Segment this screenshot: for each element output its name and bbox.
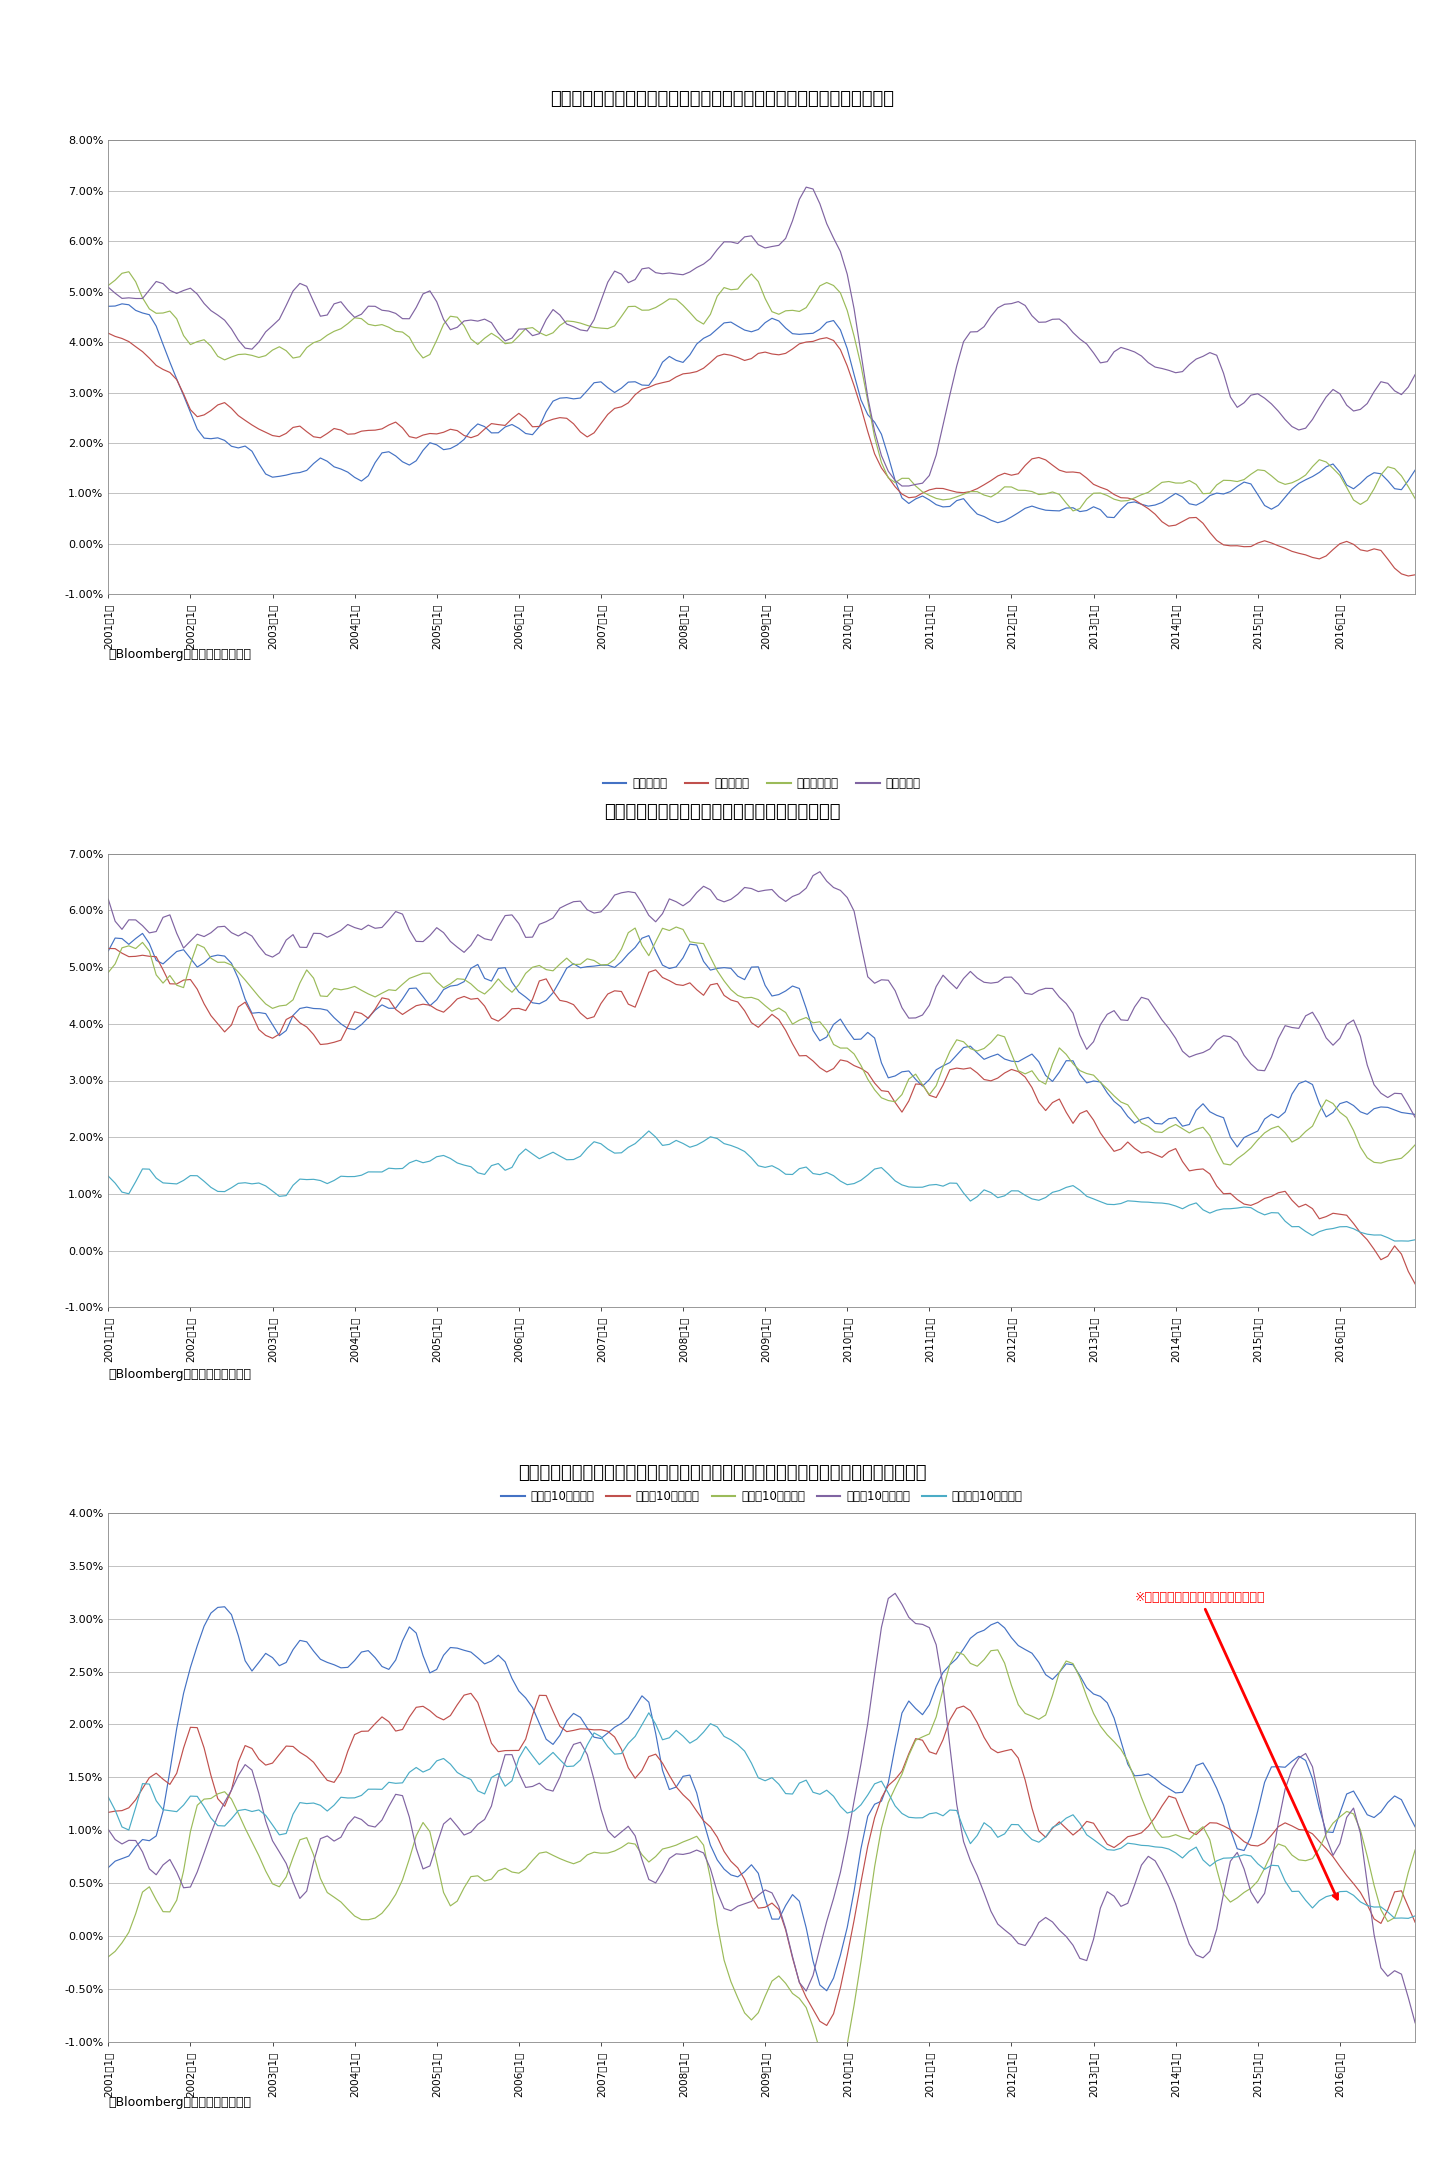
Text: 図表２：為替予約（１年）を用いたときのヘッジコスト（年間）の推移: 図表２：為替予約（１年）を用いたときのヘッジコスト（年間）の推移 [550, 91, 894, 108]
Text: （Bloombergより著者にて作成）: （Bloombergより著者にて作成） [108, 648, 251, 661]
Text: 図表３：主要国における１０年国債利回りの推移: 図表３：主要国における１０年国債利回りの推移 [604, 804, 840, 821]
Legend: 米ドル／円, ユーロ／円, 英ポンド／円, 豪ドル／円: 米ドル／円, ユーロ／円, 英ポンド／円, 豪ドル／円 [598, 774, 926, 795]
Text: （Bloombergより著者にて作成）: （Bloombergより著者にて作成） [108, 1368, 251, 1381]
Legend: 米国債10年利回り, 独国債10年利回り, 英国債10年利回り, 豪国債10年利回り, 日本国債10年利回り: 米国債10年利回り, 独国債10年利回り, 英国債10年利回り, 豪国債10年利… [497, 1487, 1027, 1508]
Text: 図表４：主要国の１０年国債を為替予約（１年）でヘッジした時の運用利回りの推移: 図表４：主要国の１０年国債を為替予約（１年）でヘッジした時の運用利回りの推移 [518, 1465, 926, 1482]
Text: （Bloombergより著者にて作成）: （Bloombergより著者にて作成） [108, 2096, 251, 2109]
Text: ※ヘッジ込みの利回りは低下している: ※ヘッジ込みの利回りは低下している [1135, 1590, 1337, 1900]
